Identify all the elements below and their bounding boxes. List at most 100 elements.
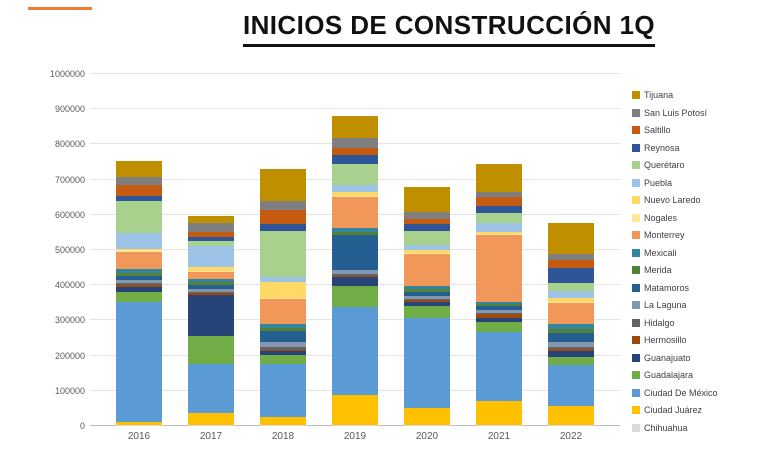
legend-label: Hidalgo — [644, 317, 675, 328]
bar-segment-chihuahua — [404, 425, 450, 426]
bar-segment-nuevo-laredo — [188, 267, 234, 271]
bar-segment-guanajuato — [188, 295, 234, 336]
legend-label: Merida — [644, 265, 672, 275]
legend-label: Saltillo — [644, 125, 671, 135]
bar-segment-mexicali — [404, 285, 450, 290]
bar-segment-guanajuato — [116, 286, 162, 292]
bar-segment-mexicali — [116, 269, 162, 273]
bar-segment-saltillo — [404, 218, 450, 225]
bar-segment-nogales — [332, 195, 378, 197]
bar-segment-saltillo — [188, 232, 234, 238]
bar-segment-hermosillo — [188, 293, 234, 296]
legend-label: Monterrey — [644, 230, 685, 240]
bar-segment-nogales — [404, 253, 450, 255]
legend-label: Hermosillo — [644, 335, 687, 345]
legend-item-tijuana: Tijuana — [632, 90, 718, 100]
x-tick-label: 2021 — [487, 431, 511, 442]
bar-segment-ciudad-de-m-xico — [332, 307, 378, 396]
legend-item-monterrey: Monterrey — [632, 230, 718, 240]
y-tick-label: 800000 — [54, 139, 85, 150]
bar-segment-monterrey — [188, 271, 234, 279]
bar-segment-matamoros — [260, 331, 306, 342]
legend-swatch — [632, 126, 640, 134]
x-tick-label: 2018 — [271, 431, 295, 442]
bar-2019 — [332, 74, 378, 426]
bar-segment-merida — [476, 303, 522, 307]
legend-swatch — [632, 108, 640, 117]
gridline — [90, 73, 620, 74]
bar-segment-matamoros — [188, 285, 234, 289]
bar-segment-tijuana — [476, 163, 522, 192]
legend-swatch — [632, 213, 640, 222]
bar-segment-guadalajara — [476, 321, 522, 333]
page-title: INICIOS DE CONSTRUCCIÓN 1Q — [243, 10, 655, 47]
bar-segment-matamoros — [332, 235, 378, 271]
x-tick-label: 2016 — [127, 431, 151, 442]
bar-segment-nuevo-laredo — [116, 248, 162, 251]
legend-label: Reynosa — [644, 142, 680, 153]
legend-item-reynosa: Reynosa — [632, 143, 718, 153]
bar-segment-reynosa — [116, 195, 162, 202]
y-tick-label: 700000 — [54, 174, 85, 185]
bars — [90, 74, 620, 426]
bar-segment-guanajuato — [476, 317, 522, 322]
bar-segment-guanajuato — [404, 302, 450, 306]
bar-segment-mexicali — [188, 278, 234, 283]
bar-segment-ciudad-ju-rez — [332, 395, 378, 426]
legend-item-guadalajara: Guadalajara — [632, 370, 718, 380]
bar-2018 — [260, 74, 306, 426]
bar-segment-hidalgo — [476, 312, 522, 315]
bar-segment-chihuahua — [332, 425, 378, 426]
legend-label: Querétaro — [644, 160, 685, 170]
bar-segment-hermosillo — [260, 349, 306, 352]
legend-swatch — [632, 91, 640, 99]
bar-segment-hermosillo — [548, 348, 594, 352]
legend-swatch — [632, 406, 640, 414]
bar-segment-nuevo-laredo — [548, 298, 594, 302]
bar-segment-hermosillo — [404, 300, 450, 303]
bar-segment-matamoros — [116, 276, 162, 280]
bar-segment-ciudad-ju-rez — [188, 412, 234, 426]
legend-item-nuevo-laredo: Nuevo Laredo — [632, 195, 718, 205]
bar-segment-san-luis-potos- — [476, 191, 522, 197]
bar-segment-merida — [332, 231, 378, 236]
y-tick-label: 100000 — [54, 385, 85, 396]
bar-segment-tijuana — [116, 160, 162, 177]
bar-segment-ciudad-de-m-xico — [260, 363, 306, 417]
legend-swatch — [632, 283, 640, 292]
bar-segment-nuevo-laredo — [404, 250, 450, 254]
bar-segment-reynosa — [476, 205, 522, 213]
bar-segment-hidalgo — [260, 346, 306, 350]
bar-segment-la-laguna — [260, 341, 306, 347]
bar-segment-ciudad-de-m-xico — [548, 365, 594, 406]
bar-segment-quer-taro — [116, 201, 162, 233]
bar-segment-chihuahua — [548, 425, 594, 426]
legend-item-merida: Merida — [632, 265, 718, 275]
title-wrap: INICIOS DE CONSTRUCCIÓN 1Q — [140, 10, 758, 47]
bar-segment-hidalgo — [188, 291, 234, 294]
bar-segment-quer-taro — [332, 163, 378, 185]
legend-swatch — [632, 161, 640, 169]
bar-segment-nuevo-laredo — [476, 232, 522, 234]
legend-swatch — [632, 248, 640, 257]
legend-label: La Laguna — [644, 300, 687, 310]
bar-segment-reynosa — [404, 224, 450, 232]
bar-segment-tijuana — [404, 187, 450, 212]
legend-swatch — [632, 353, 640, 362]
bar-segment-reynosa — [188, 237, 234, 241]
legend-item-hermosillo: Hermosillo — [632, 335, 718, 345]
bar-segment-hidalgo — [116, 283, 162, 285]
legend-swatch — [632, 143, 640, 152]
bar-segment-chihuahua — [260, 425, 306, 426]
legend-label: Ciudad De México — [644, 387, 718, 398]
bar-segment-merida — [548, 329, 594, 333]
x-axis: 2016 2017 2018 2019 2020 2021 2022 — [90, 431, 620, 442]
legend-swatch — [632, 266, 640, 274]
bar-segment-ciudad-ju-rez — [116, 422, 162, 425]
x-tick-label: 2020 — [415, 431, 439, 442]
bar-segment-tijuana — [260, 169, 306, 201]
bar-segment-hermosillo — [332, 275, 378, 278]
y-tick-label: 500000 — [54, 245, 85, 255]
y-tick-label: 300000 — [54, 315, 85, 326]
bar-segment-merida — [404, 289, 450, 293]
